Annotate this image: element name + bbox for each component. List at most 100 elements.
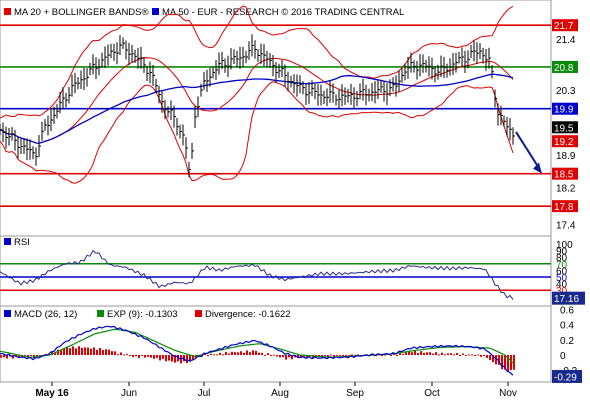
divergence-bar: [63, 348, 65, 355]
divergence-bar: [18, 354, 20, 358]
macd-legend-macd: MACD (26, 12): [14, 309, 77, 320]
divergence-bar: [69, 348, 71, 355]
divergence-bar: [441, 352, 443, 355]
divergence-bar: [252, 350, 254, 355]
divergence-bar: [156, 354, 158, 358]
divergence-bar: [138, 354, 140, 359]
rsi-tick-label: 50: [556, 273, 568, 284]
rsi-tick-label: 100: [556, 240, 573, 251]
x-tick-label: Nov: [499, 388, 517, 399]
divergence-bar: [429, 352, 431, 355]
rsi-tick-label: 90: [556, 247, 568, 258]
divergence-bar: [189, 354, 191, 362]
price-legend: MA 20 + BOLLINGER BANDS® MA 50 - EUR - R…: [4, 7, 404, 18]
divergence-bar: [357, 354, 359, 356]
divergence-bar: [3, 354, 5, 358]
divergence-bar: [105, 349, 107, 355]
divergence-bar: [90, 348, 92, 355]
divergence-bar: [507, 354, 509, 372]
divergence-bar: [177, 354, 179, 362]
divergence-bar: [75, 348, 77, 355]
divergence-bar: [135, 354, 137, 357]
price-panel-frame: [0, 0, 552, 237]
rsi-tick-label: 70: [556, 260, 568, 271]
divergence-bar: [93, 347, 95, 355]
divergence-bar: [6, 354, 8, 359]
divergence-bar: [486, 354, 488, 358]
divergence-bar: [84, 347, 86, 355]
macd-last-badge: [552, 369, 582, 383]
divergence-bar: [438, 354, 440, 356]
divergence-bar: [417, 352, 419, 355]
divergence-bar: [267, 353, 269, 355]
legend-bollinger: MA 20 + BOLLINGER BANDS®: [14, 7, 149, 18]
divergence-bar: [396, 354, 398, 356]
rsi-line: [0, 249, 514, 300]
level-label-19.2: 19.2: [554, 137, 574, 148]
divergence-bar: [288, 354, 290, 358]
rsi-tick-label: 40: [556, 280, 568, 291]
divergence-bar: [192, 354, 194, 361]
divergence-bar: [36, 354, 38, 357]
price-plot: [0, 5, 551, 207]
divergence-bar: [402, 353, 404, 355]
divergence-bar: [0, 354, 2, 358]
divergence-bar: [96, 349, 98, 355]
divergence-bar: [312, 354, 314, 359]
level-label-19.5: 19.5: [554, 123, 574, 134]
divergence-bar: [60, 350, 62, 355]
x-tick-label: Oct: [424, 388, 440, 399]
divergence-bar: [249, 352, 251, 355]
divergence-bar: [477, 354, 479, 356]
divergence-bar: [465, 354, 467, 356]
divergence-bar: [99, 347, 101, 355]
rsi-tick-label: 80: [556, 253, 568, 264]
divergence-bar: [483, 354, 485, 356]
divergence-bar: [282, 354, 284, 358]
divergence-bar: [231, 351, 233, 355]
divergence-bar: [456, 353, 458, 355]
divergence-bar: [162, 354, 164, 359]
divergence-bar: [408, 351, 410, 355]
divergence-bar: [240, 351, 242, 355]
divergence-bar: [57, 349, 59, 355]
price-tick-label: 18.9: [556, 151, 576, 162]
divergence-bar: [426, 352, 428, 355]
macd-line: [0, 325, 514, 376]
rsi-tick-label: 60: [556, 266, 568, 277]
divergence-bar: [234, 352, 236, 355]
macd-tick-label: 0: [560, 351, 566, 362]
divergence-bar: [333, 354, 335, 357]
divergence-bar: [225, 351, 227, 355]
divergence-bar: [399, 353, 401, 355]
divergence-bar: [165, 354, 167, 362]
divergence-bar: [327, 354, 329, 357]
divergence-bar: [141, 354, 143, 356]
divergence-bar: [264, 354, 266, 356]
divergence-bar: [81, 347, 83, 355]
divergence-bar: [102, 349, 104, 355]
divergence-bar: [489, 354, 491, 360]
x-tick-label: Jul: [198, 388, 211, 399]
axes: 21.7 20.8 19.9 19.5 19.2 18.5 17.8 21.4 20.3 18.9…: [35, 19, 585, 399]
divergence-bar: [237, 352, 239, 355]
divergence-bar: [87, 347, 89, 355]
divergence-bar: [342, 354, 344, 356]
divergence-bar: [453, 354, 455, 356]
divergence-bar: [126, 354, 128, 356]
macd-tick-label: 0.6: [560, 306, 574, 317]
divergence-bar: [246, 350, 248, 355]
divergence-bar: [468, 354, 470, 356]
divergence-bar: [291, 354, 293, 360]
divergence-bar: [108, 349, 110, 355]
divergence-bar: [30, 354, 32, 356]
macd-legend: MACD (26, 12) EXP (9): -0.1303 Divergenc…: [4, 309, 291, 320]
divergence-bar: [228, 353, 230, 355]
divergence-bar: [216, 354, 218, 356]
bollinger-upper: [0, 5, 514, 119]
divergence-bar: [78, 346, 80, 355]
macd-tick-label: 0.2: [560, 336, 574, 347]
x-tick-label: Jun: [121, 388, 137, 399]
divergence-bar: [495, 354, 497, 365]
divergence-bar: [72, 346, 74, 355]
